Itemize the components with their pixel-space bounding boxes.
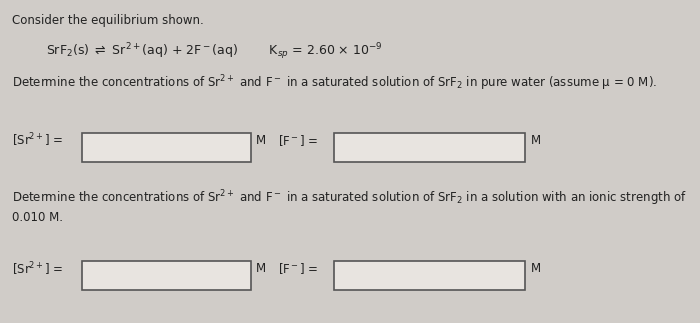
- FancyBboxPatch shape: [334, 261, 525, 290]
- Text: M: M: [531, 262, 540, 275]
- Text: [Sr$^{2+}$] =: [Sr$^{2+}$] =: [13, 132, 64, 150]
- Text: Determine the concentrations of Sr$^{2+}$ and F$^-$ in a saturated solution of S: Determine the concentrations of Sr$^{2+}…: [13, 73, 658, 93]
- FancyBboxPatch shape: [334, 133, 525, 162]
- Text: M: M: [256, 134, 267, 147]
- Text: 0.010 M.: 0.010 M.: [13, 211, 64, 224]
- FancyBboxPatch shape: [82, 133, 251, 162]
- Text: M: M: [256, 262, 267, 275]
- FancyBboxPatch shape: [82, 261, 251, 290]
- Text: Consider the equilibrium shown.: Consider the equilibrium shown.: [13, 14, 204, 27]
- Text: [F$^-$] =: [F$^-$] =: [279, 133, 319, 148]
- Text: SrF$_2$(s) $\rightleftharpoons$ Sr$^{2+}$(aq) + 2F$^-$(aq)        K$_{sp}$ = 2.6: SrF$_2$(s) $\rightleftharpoons$ Sr$^{2+}…: [46, 41, 382, 62]
- Text: Determine the concentrations of Sr$^{2+}$ and F$^-$ in a saturated solution of S: Determine the concentrations of Sr$^{2+}…: [13, 189, 687, 208]
- Text: M: M: [531, 134, 540, 147]
- Text: [Sr$^{2+}$] =: [Sr$^{2+}$] =: [13, 260, 64, 277]
- Text: [F$^-$] =: [F$^-$] =: [279, 261, 319, 276]
